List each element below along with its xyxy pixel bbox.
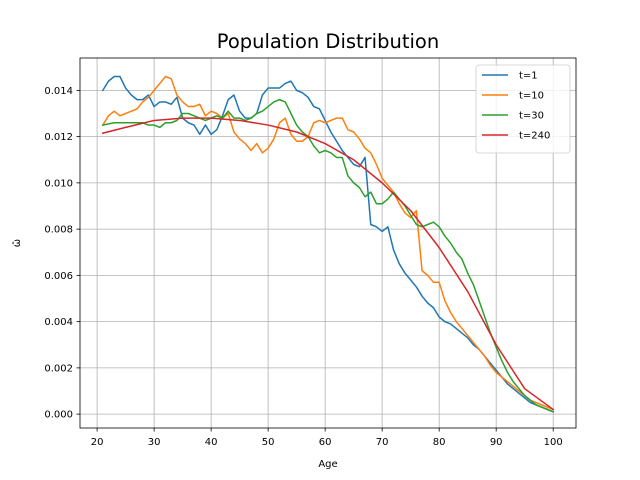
- x-tick-label: 80: [433, 437, 446, 448]
- y-tick-label: 0.014: [44, 86, 73, 97]
- y-tick-label: 0.006: [44, 271, 73, 282]
- x-tick-label: 100: [544, 437, 563, 448]
- legend: t=1 t=10 t=30 t=240: [475, 64, 571, 154]
- legend-label: t=30: [519, 111, 544, 122]
- y-tick-label: 0.000: [44, 410, 73, 421]
- x-tick-label: 50: [262, 437, 275, 448]
- legend-label: t=10: [519, 91, 544, 102]
- series-line-t-30: [101, 98, 555, 413]
- x-tick-label: 70: [376, 437, 389, 448]
- legend-label: t=1: [519, 71, 538, 82]
- y-tick-label: 0.002: [44, 363, 73, 374]
- chart-title: Population Distribution: [217, 30, 439, 53]
- x-tick-label: 30: [148, 437, 161, 448]
- y-tick-label: 0.012: [44, 132, 73, 143]
- x-tick-label: 40: [205, 437, 218, 448]
- y-axis-title: ω̂: [11, 239, 23, 247]
- series-lines: [101, 75, 555, 413]
- legend-box: [475, 64, 571, 154]
- x-axis-title: Age: [318, 459, 337, 470]
- legend-label: t=240: [519, 131, 550, 142]
- y-tick-label: 0.004: [44, 317, 73, 328]
- x-tick-label: 60: [319, 437, 332, 448]
- y-tick-label: 0.010: [44, 178, 73, 189]
- series-line-t-240: [101, 117, 555, 411]
- x-tick-label: 90: [490, 437, 503, 448]
- axis-ticks: 20 30 40 50 60 70 80 90 100 0.000 0.002 0.004 0.006 0…: [44, 86, 562, 448]
- plot-frame: [79, 57, 577, 429]
- series-line-t-10: [101, 75, 555, 411]
- x-tick-label: 20: [91, 437, 104, 448]
- y-tick-label: 0.008: [44, 225, 73, 236]
